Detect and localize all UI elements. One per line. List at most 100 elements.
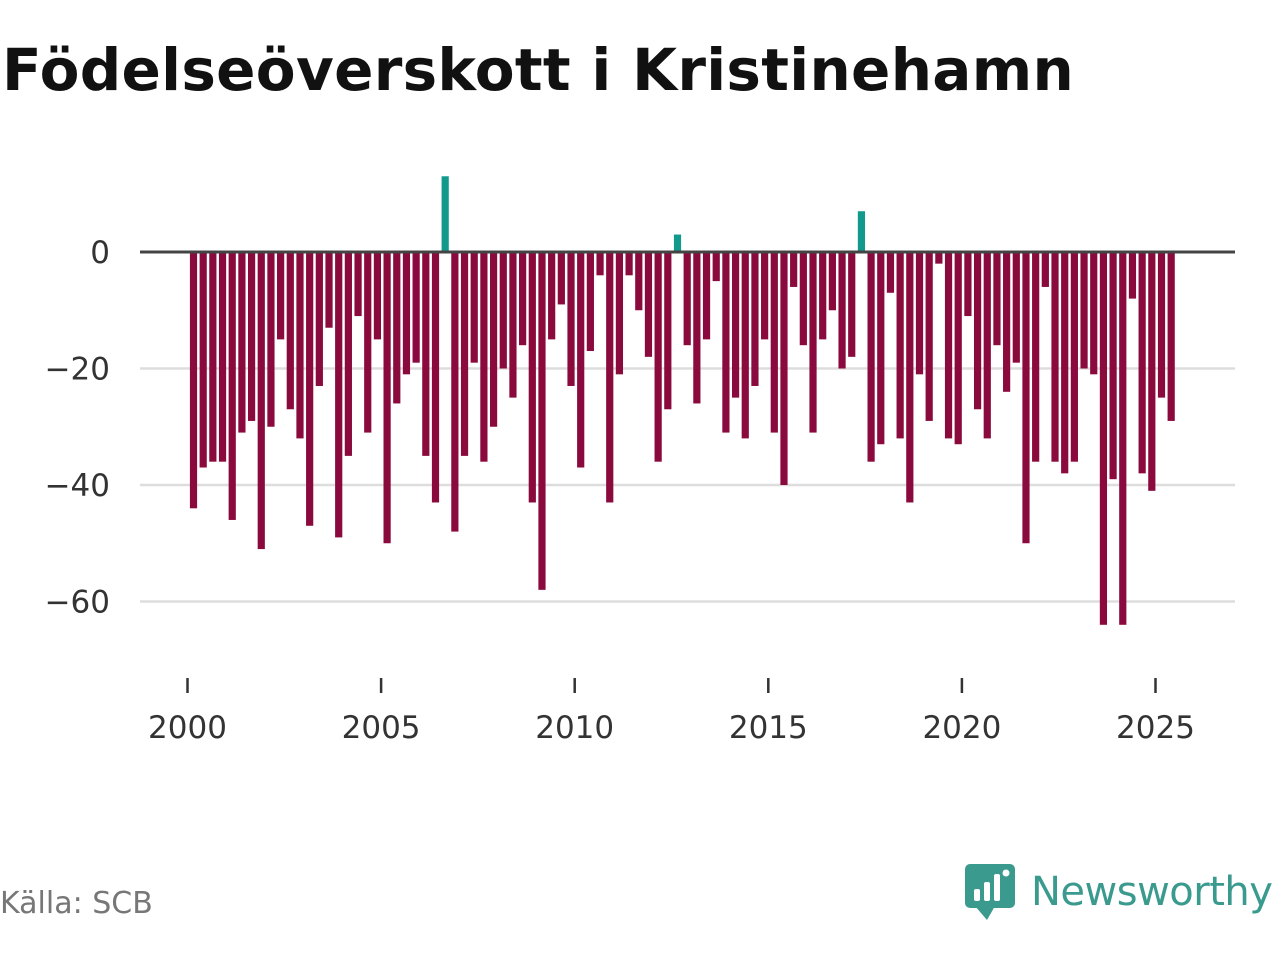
bar: [373, 252, 382, 340]
bar: [625, 252, 633, 276]
bar: [1032, 252, 1040, 462]
bar: [509, 252, 517, 398]
bar: [848, 252, 856, 357]
bar: [325, 252, 333, 328]
x-tick-label: 2000: [148, 710, 227, 746]
bar: [877, 252, 885, 445]
bar: [383, 252, 391, 544]
y-tick-label: −40: [45, 468, 110, 504]
bar: [770, 252, 778, 433]
bar: [519, 252, 527, 346]
bar: [964, 252, 972, 317]
bar: [422, 252, 430, 456]
bar: [1090, 252, 1098, 375]
bar: [238, 252, 246, 433]
brand-logo[interactable]: Newsworthy: [965, 862, 1273, 922]
bar: [1119, 252, 1127, 625]
bar: [973, 252, 982, 410]
bar: [654, 252, 662, 462]
bar: [993, 252, 1001, 346]
bar: [480, 252, 488, 462]
y-axis: 0 −20 −40 −60: [45, 235, 110, 621]
bar: [702, 252, 711, 340]
bar: [693, 252, 701, 404]
bar: [567, 252, 575, 386]
newsworthy-logo-icon: [965, 864, 1015, 920]
bar: [954, 252, 962, 445]
bar: [364, 252, 372, 433]
bar: [451, 252, 459, 532]
bar: [935, 252, 943, 264]
bar: [277, 252, 285, 340]
bar: [644, 252, 653, 357]
bar: [354, 252, 362, 317]
x-axis: 2000 2005 2010 2015 2020 2025: [148, 678, 1195, 746]
x-tick-label: 2015: [729, 710, 808, 746]
y-tick-label: −60: [45, 585, 110, 621]
bar: [722, 252, 730, 433]
bar: [393, 252, 401, 404]
bar: [606, 252, 614, 503]
bar: [1099, 252, 1108, 625]
bar: [189, 252, 198, 509]
y-tick-label: −20: [45, 352, 110, 388]
x-tick-label: 2025: [1116, 710, 1195, 746]
bar: [1080, 252, 1088, 369]
bar: [741, 252, 749, 439]
bar: [257, 252, 265, 550]
x-tick-label: 2005: [342, 710, 421, 746]
bar: [499, 252, 507, 369]
bar: [1109, 252, 1117, 480]
bar: [1070, 252, 1078, 462]
bar: [596, 252, 604, 276]
bar: [838, 252, 846, 369]
bar: [296, 252, 304, 439]
bar: [635, 252, 643, 311]
bar: [1022, 252, 1030, 544]
bar: [557, 252, 565, 305]
bar: [673, 234, 682, 252]
y-tick-label: 0: [90, 235, 110, 271]
bar: [247, 252, 256, 421]
bar: [1041, 252, 1049, 287]
bar: [1157, 252, 1166, 398]
bar: [828, 252, 836, 311]
bar: [799, 252, 807, 346]
bar: [460, 252, 469, 456]
bar: [528, 252, 536, 503]
bar: [489, 252, 498, 427]
bar: [199, 252, 207, 468]
bar: [548, 252, 556, 340]
bar: [228, 252, 236, 520]
bar: [1138, 252, 1146, 474]
bar: [896, 252, 904, 439]
bar: [944, 252, 953, 439]
bar: [1167, 252, 1175, 421]
bar: [712, 252, 720, 282]
bar: [402, 252, 411, 375]
source-note: Källa: SCB: [0, 886, 153, 921]
bar: [344, 252, 352, 456]
bar: [441, 176, 449, 252]
bar: [538, 252, 546, 590]
bar: [267, 252, 275, 427]
bar: [1051, 252, 1059, 462]
chart-title: Födelseöverskott i Kristinehamn: [2, 36, 1075, 104]
bar: [761, 252, 769, 340]
bar: [857, 211, 866, 252]
bar: [586, 252, 594, 352]
x-tick-label: 2020: [922, 710, 1001, 746]
bar: [867, 252, 875, 462]
bar: [306, 252, 314, 526]
bar: [819, 252, 827, 340]
bar: [412, 252, 420, 363]
bar: [286, 252, 294, 410]
bar: [431, 252, 440, 503]
bar: [886, 252, 895, 293]
bar: [335, 252, 343, 538]
bar: [915, 252, 924, 375]
bar: [615, 252, 624, 375]
bar: [1128, 252, 1137, 299]
bar: [470, 252, 478, 363]
